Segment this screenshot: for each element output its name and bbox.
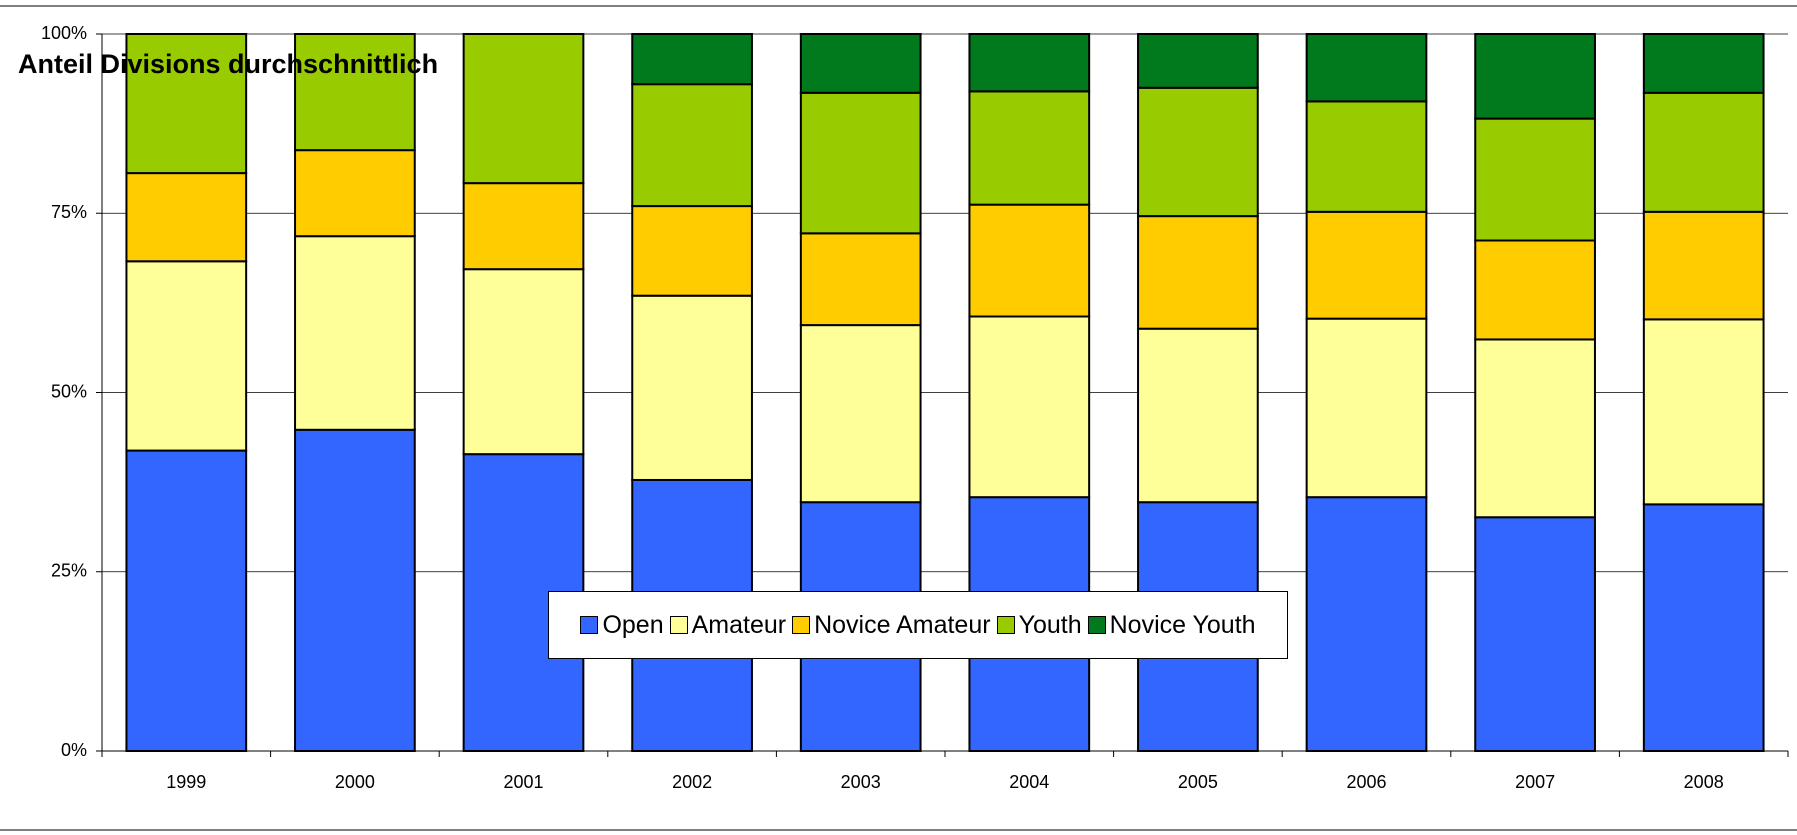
legend-swatch	[792, 616, 811, 634]
legend-item: Youth	[996, 610, 1082, 640]
bar-segment	[125, 33, 248, 175]
bar-segment	[1642, 210, 1765, 321]
bar-segment	[1642, 33, 1765, 94]
bar-segment	[799, 91, 922, 235]
bar-segment	[1642, 91, 1765, 213]
bar-segment	[294, 33, 416, 152]
bar-segment	[1474, 117, 1596, 242]
bar-segment	[1137, 215, 1259, 330]
x-tick-label: 2000	[335, 772, 375, 792]
bar-segment	[462, 33, 585, 185]
bar-segment	[294, 149, 416, 238]
bar-segment	[1137, 86, 1259, 218]
bar-segment	[125, 260, 248, 452]
legend-label: Youth	[1018, 610, 1082, 639]
x-tick-label: 2003	[841, 772, 881, 792]
x-tick-label: 1999	[166, 772, 206, 792]
legend-swatch	[1087, 616, 1106, 634]
bar-segment	[462, 268, 585, 456]
bar-segment	[1642, 318, 1765, 506]
x-tick-label: 2006	[1346, 772, 1386, 792]
y-tick-label: 75%	[51, 202, 87, 222]
bar-segment	[1474, 338, 1596, 519]
bar-segment	[631, 83, 753, 208]
x-tick-label: 2001	[503, 772, 543, 792]
x-tick-label: 2005	[1178, 772, 1218, 792]
bar-segment	[294, 235, 416, 431]
legend-label: Novice Youth	[1109, 610, 1256, 639]
bar-segment	[294, 428, 416, 752]
y-tick-label: 100%	[41, 23, 87, 43]
bar-segment	[1305, 496, 1428, 752]
legend-label: Open	[602, 610, 664, 639]
bar-segment	[1474, 239, 1596, 341]
bar-segment	[1305, 100, 1428, 213]
x-tick-label: 2004	[1009, 772, 1049, 792]
bar-segment	[799, 232, 922, 327]
legend-item: Novice Youth	[1087, 610, 1256, 640]
legend-label: Amateur	[691, 610, 787, 639]
bar-segment	[125, 172, 248, 263]
bar-segment	[968, 315, 1091, 499]
bar-segment	[1137, 327, 1259, 504]
chart-title: Anteil Divisions durchschnittlich	[18, 49, 438, 79]
x-tick-label: 2007	[1515, 772, 1555, 792]
bar-segment	[631, 33, 753, 86]
bar-segment	[1474, 516, 1596, 752]
legend-label: Novice Amateur	[814, 610, 991, 639]
bar-segment	[1305, 210, 1428, 320]
bar-segment	[799, 33, 922, 94]
bar-segment	[1137, 33, 1259, 89]
bar-segment	[1474, 33, 1596, 120]
bar-segment	[631, 294, 753, 481]
bar-segment	[462, 182, 585, 271]
legend-swatch	[580, 616, 599, 634]
bar-segment	[968, 203, 1091, 318]
bar-segment	[968, 90, 1091, 206]
bar-segment	[1305, 317, 1428, 499]
legend-swatch	[669, 616, 688, 634]
y-tick-label: 50%	[51, 381, 87, 401]
bar-segment	[1305, 33, 1428, 103]
plot: 0% 25% 50% 75% 100% 1999 2000 2001 2002 2003 2004 2…	[41, 23, 1789, 792]
bar-segment	[799, 324, 922, 504]
x-tick-label: 2002	[672, 772, 712, 792]
legend-item: Open	[580, 610, 664, 640]
legend-item: Novice Amateur	[792, 610, 991, 640]
bar-segment	[125, 449, 248, 752]
x-tick-label: 2008	[1684, 772, 1724, 792]
bar-segment	[631, 205, 753, 297]
bar-segment	[968, 33, 1091, 93]
legend: Open Amateur Novice Amateur Youth Novice You…	[548, 591, 1288, 659]
bar-segment	[1642, 503, 1765, 752]
y-tick-label: 25%	[51, 561, 87, 581]
y-tick-label: 0%	[61, 740, 87, 760]
legend-swatch	[996, 616, 1015, 634]
legend-item: Amateur	[669, 610, 787, 640]
